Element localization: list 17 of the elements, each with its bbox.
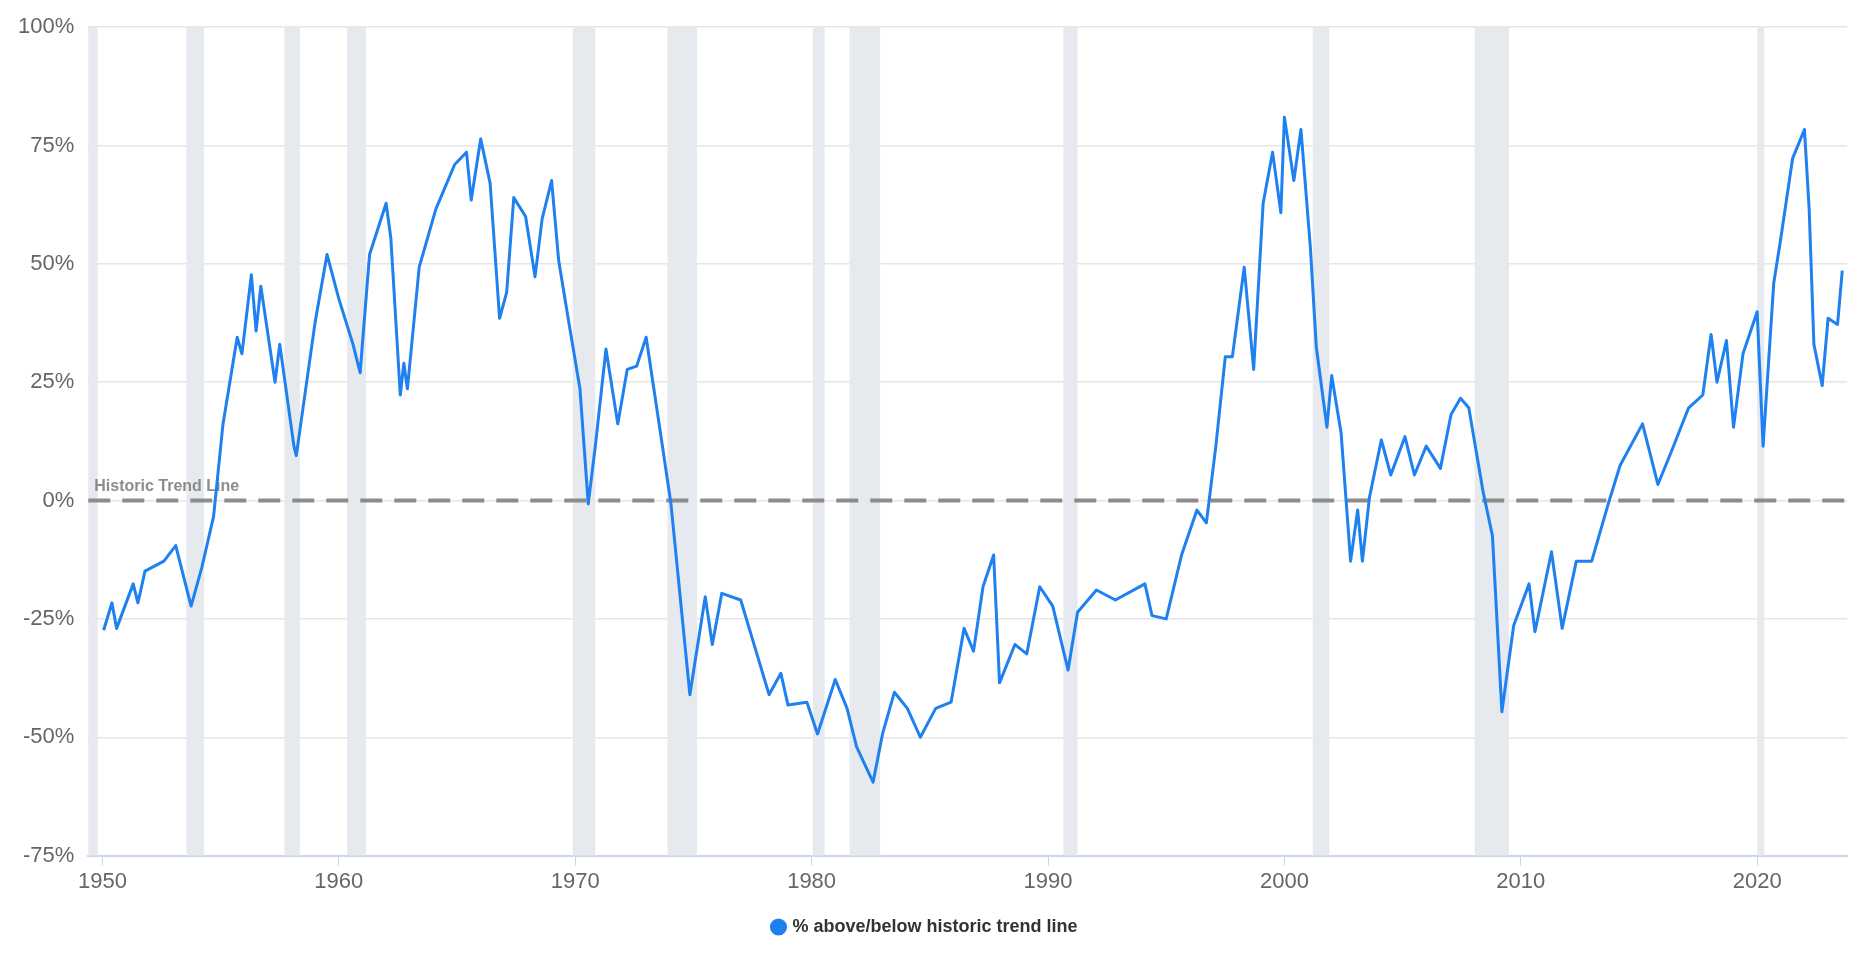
x-tick-label: 1960 xyxy=(314,867,364,893)
x-tick-label: 2020 xyxy=(1732,867,1782,893)
x-tick-label: 1970 xyxy=(550,867,600,893)
y-tick-label: 100% xyxy=(17,13,75,39)
y-tick-label: -75% xyxy=(22,841,75,867)
y-tick-label: -25% xyxy=(22,604,75,630)
x-tick-label: 1990 xyxy=(1023,867,1073,893)
x-tick-label: 2000 xyxy=(1259,867,1309,893)
y-tick-label: 0% xyxy=(42,486,75,512)
x-tick-label: 1950 xyxy=(77,867,127,893)
legend-label: % above/below historic trend line xyxy=(792,915,1078,936)
y-tick-label: 75% xyxy=(30,131,75,157)
y-tick-label: 50% xyxy=(30,249,75,275)
x-tick-label: 1980 xyxy=(787,867,837,893)
x-tick-label: 2010 xyxy=(1496,867,1546,893)
y-tick-label: 25% xyxy=(30,368,75,394)
y-tick-label: -50% xyxy=(22,723,75,749)
